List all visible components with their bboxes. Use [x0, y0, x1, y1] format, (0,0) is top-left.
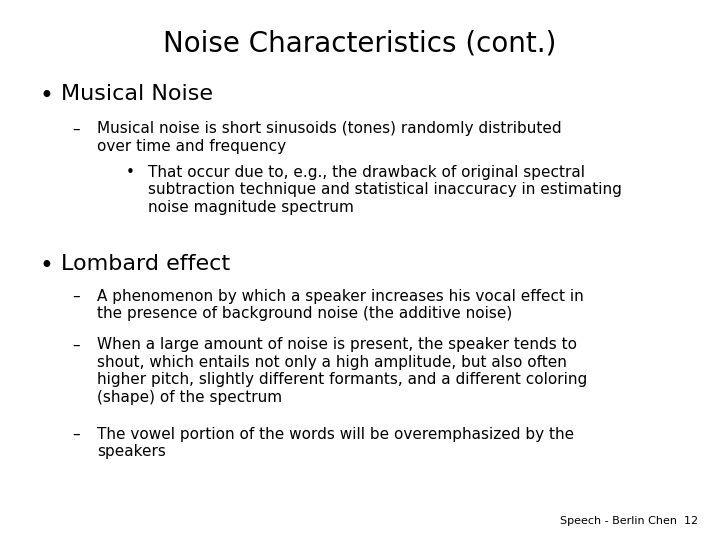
- Text: Musical Noise: Musical Noise: [61, 84, 213, 104]
- Text: –: –: [72, 122, 80, 137]
- Text: That occur due to, e.g., the drawback of original spectral
subtraction technique: That occur due to, e.g., the drawback of…: [148, 165, 621, 214]
- Text: –: –: [72, 289, 80, 304]
- Text: A phenomenon by which a speaker increases his vocal effect in
the presence of ba: A phenomenon by which a speaker increase…: [97, 289, 584, 321]
- Text: Lombard effect: Lombard effect: [61, 254, 230, 274]
- Text: –: –: [72, 427, 80, 442]
- Text: –: –: [72, 338, 80, 353]
- Text: Musical noise is short sinusoids (tones) randomly distributed
over time and freq: Musical noise is short sinusoids (tones)…: [97, 122, 562, 154]
- Text: When a large amount of noise is present, the speaker tends to
shout, which entai: When a large amount of noise is present,…: [97, 338, 588, 404]
- Text: •: •: [40, 254, 53, 278]
- Text: Speech - Berlin Chen  12: Speech - Berlin Chen 12: [560, 516, 698, 526]
- Text: •: •: [40, 84, 53, 107]
- Text: Noise Characteristics (cont.): Noise Characteristics (cont.): [163, 30, 557, 58]
- Text: •: •: [126, 165, 135, 180]
- Text: The vowel portion of the words will be overemphasized by the
speakers: The vowel portion of the words will be o…: [97, 427, 575, 459]
